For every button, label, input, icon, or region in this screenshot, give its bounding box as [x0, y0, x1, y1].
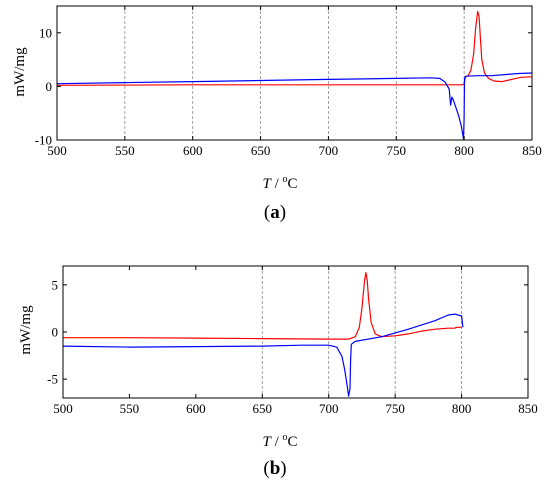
panel-b-y-axis-label: mW/mg — [18, 305, 34, 355]
panel-a-x-tick-label: 650 — [251, 143, 271, 158]
panel-b-x-tick-label: 850 — [518, 401, 538, 416]
panel-b-x-axis-label: T / oC — [262, 432, 297, 450]
panel-a-y-tick-label: 10 — [39, 25, 52, 40]
panel-b-label: (b) — [263, 458, 286, 479]
panel-b-x-tick-label: 600 — [186, 401, 206, 416]
panel-a-series-line-1 — [56, 72, 533, 140]
panel-a-x-tick-label: 600 — [183, 143, 203, 158]
panel-a-x-axis-label: T / oC — [262, 174, 297, 192]
panel-a-letter: a — [270, 202, 280, 223]
panel-a-x-tick-label: 500 — [47, 143, 67, 158]
panel-b-y-tick-label: 0 — [52, 325, 59, 340]
panel-a-series-line-0 — [56, 10, 533, 86]
chart-panel-a: (a) T / oC mW/mg 500 550 600 650 700 750 800 85… — [12, 5, 542, 223]
panel-b-x-tick-label: 500 — [53, 401, 73, 416]
panel-b-plot-frame — [62, 265, 529, 399]
panel-b-series-line-1 — [62, 313, 464, 397]
panel-a-y-tick-label: -10 — [35, 133, 52, 148]
panel-a-x-tick-label: 850 — [522, 143, 542, 158]
chart-panel-b: (b) T / oC mW/mg 500 550 600 650 700 750 800 85… — [18, 265, 538, 479]
panel-a-y-axis-label: mW/mg — [12, 47, 28, 97]
panel-a-x-tick-label: 750 — [387, 143, 407, 158]
panel-a-y-tick-label: 0 — [46, 79, 53, 94]
panel-b-y-tick-label: 5 — [52, 277, 59, 292]
panel-b-letter: b — [270, 458, 281, 479]
panel-a-x-tick-label: 800 — [454, 143, 474, 158]
panel-a-x-tick-label: 700 — [319, 143, 339, 158]
panel-b-y-tick-label: -5 — [47, 372, 58, 387]
panel-a-plot-frame — [56, 5, 533, 141]
panel-b-x-tick-label: 650 — [253, 401, 273, 416]
panel-a-label: (a) — [264, 202, 286, 223]
panel-b-x-tick-label: 700 — [319, 401, 339, 416]
panel-b-x-tick-label: 750 — [385, 401, 405, 416]
panel-b-x-tick-label: 550 — [120, 401, 140, 416]
panel-a-x-tick-label: 550 — [115, 143, 135, 158]
panel-b-x-tick-label: 800 — [452, 401, 472, 416]
panel-b-series-line-0 — [63, 272, 462, 340]
